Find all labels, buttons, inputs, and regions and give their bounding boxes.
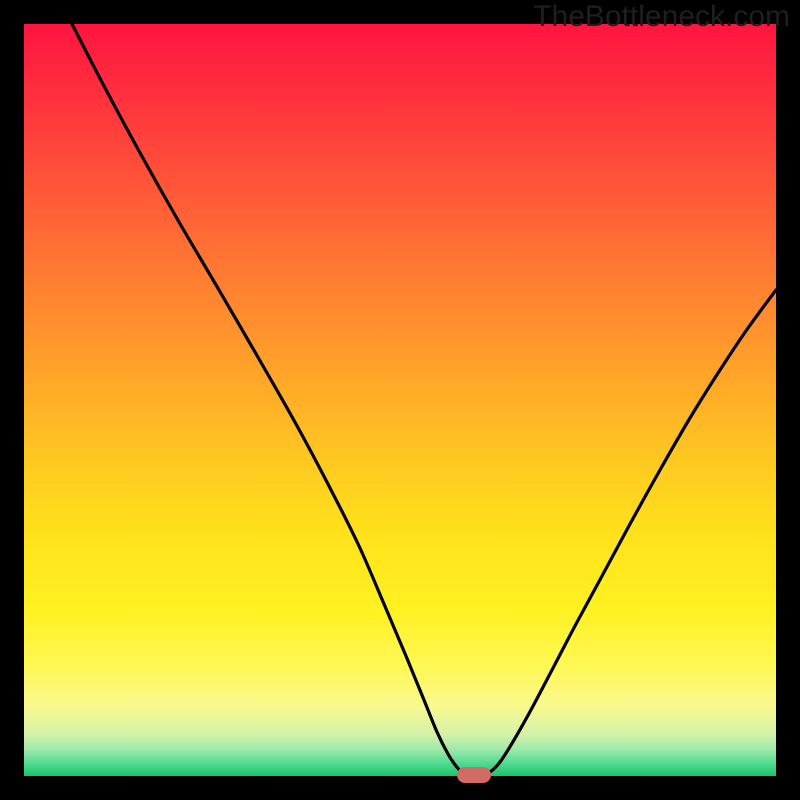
plot-area xyxy=(24,24,776,776)
watermark-text: TheBottleneck.com xyxy=(533,0,790,34)
optimal-marker xyxy=(24,24,776,776)
